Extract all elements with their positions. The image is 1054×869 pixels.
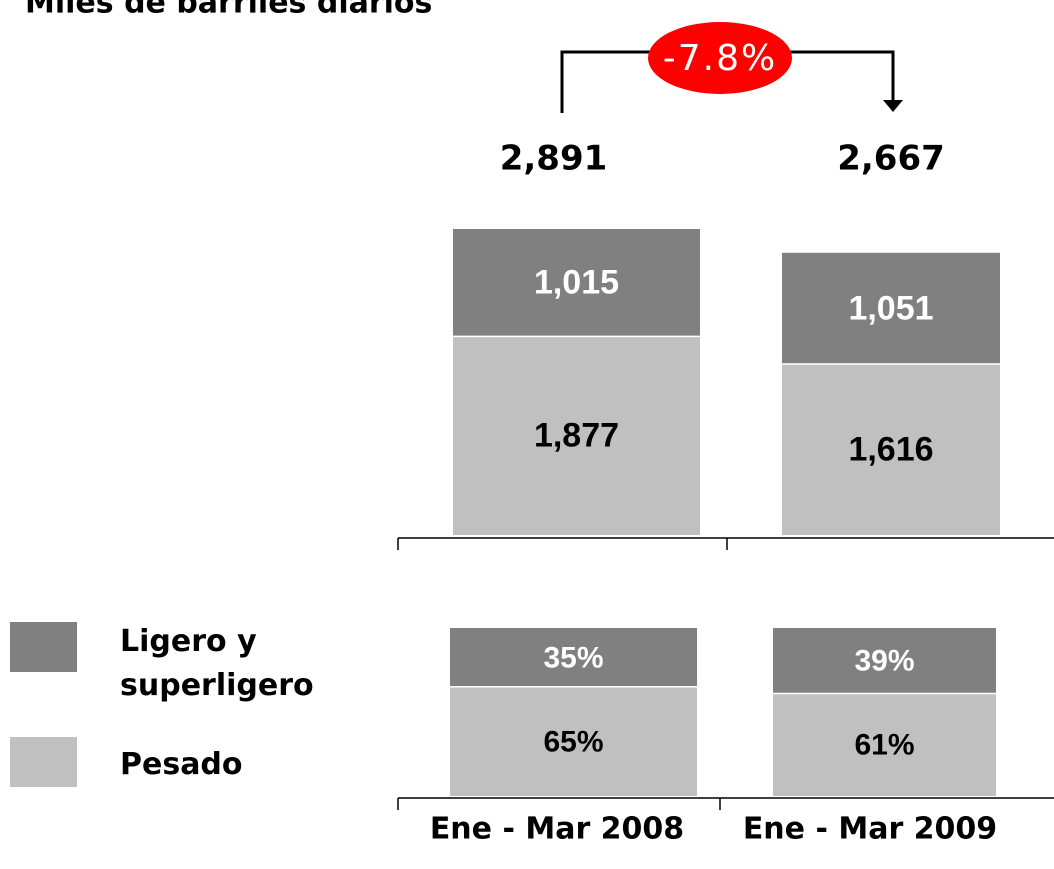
x-tick-label: Ene - Mar 2009 (743, 812, 997, 847)
bar-segment (773, 628, 996, 694)
segment-label: 65% (543, 725, 603, 758)
x-tick-label: Ene - Mar 2008 (430, 812, 684, 847)
legend-label: Ligero y superligero (120, 624, 314, 703)
legend-swatch (10, 737, 77, 787)
bar-segment (773, 693, 996, 796)
bar-segment (782, 252, 1000, 365)
segment-label: 1,877 (534, 417, 619, 455)
bar-segment (450, 686, 697, 796)
axis (397, 537, 1054, 810)
segment-label: 35% (543, 641, 603, 674)
bar-segment (453, 336, 700, 535)
legend-label: Pesado (120, 747, 243, 782)
segment-label: 61% (854, 729, 914, 762)
change-bracket (560, 50, 895, 113)
segment-label: 1,051 (848, 289, 933, 327)
bar-segment (782, 364, 1000, 535)
total-label: 2,667 (837, 139, 945, 179)
chart-title: Miles de barriles diarios (25, 0, 432, 21)
segment-label: 1,616 (848, 430, 933, 468)
legend-swatch (10, 622, 77, 672)
arrow-head (883, 100, 903, 112)
total-label: 2,891 (500, 139, 608, 179)
segment-label: 39% (854, 645, 914, 678)
bar-segment (450, 628, 697, 687)
change-label: -7.8% (663, 38, 777, 79)
segment-label: 1,015 (534, 264, 619, 302)
change-badge (648, 22, 792, 94)
bar-segment (453, 229, 700, 337)
